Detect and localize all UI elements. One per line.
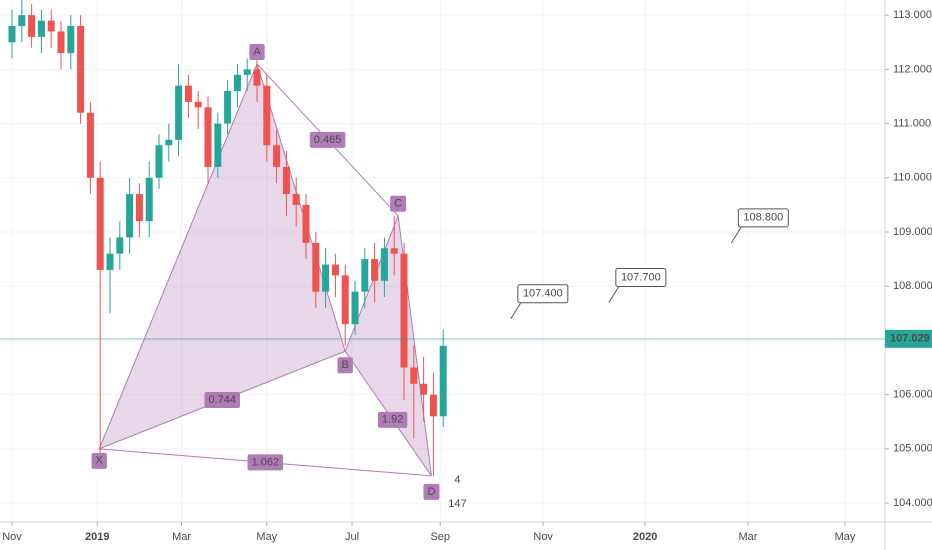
- pattern-point-label-box: [423, 483, 440, 500]
- pattern-ratio-label: 1.92: [382, 414, 403, 426]
- candle-body: [292, 194, 300, 205]
- candle-body: [165, 139, 173, 146]
- x-tick-label: Jul: [345, 531, 359, 543]
- candle-body: [67, 26, 75, 54]
- candle-body: [263, 85, 271, 146]
- y-tick-label: 106.000: [893, 389, 932, 401]
- last-price-box: [885, 329, 932, 348]
- candle-body: [116, 237, 124, 254]
- candle-body: [47, 20, 55, 32]
- candle-body: [390, 248, 398, 254]
- candle-body: [282, 166, 290, 195]
- pattern-ratio-label-box: [377, 411, 408, 428]
- event-marker: 147: [448, 498, 466, 510]
- candle-body: [439, 345, 447, 417]
- pattern-ratio-label-box: [204, 392, 240, 409]
- pattern-point-label: D: [427, 486, 435, 498]
- candle-body: [380, 248, 388, 281]
- pattern-point-label: A: [253, 46, 261, 58]
- y-tick-label: 113.000: [893, 9, 932, 21]
- pattern-point-label-box: [337, 357, 353, 374]
- candle-body: [184, 85, 192, 102]
- pattern-point-label: B: [342, 359, 349, 371]
- y-tick-label: 104.000: [893, 497, 932, 509]
- last-price-label: 107.029: [890, 333, 930, 345]
- x-tick-label: Nov: [533, 531, 553, 543]
- x-tick-label: Mar: [172, 531, 191, 543]
- pattern-point-label: C: [394, 198, 402, 210]
- candle-body: [37, 20, 45, 37]
- candle-body: [410, 367, 418, 384]
- candle-body: [77, 26, 85, 113]
- candle-body: [86, 112, 94, 178]
- candle-body: [429, 394, 437, 417]
- callout-label: 108.800: [743, 212, 783, 224]
- pattern-ratio-label: 1.062: [252, 456, 280, 468]
- candle-body: [341, 275, 349, 325]
- y-tick-label: 109.000: [893, 226, 932, 238]
- candle-body: [371, 259, 379, 281]
- candle-body: [351, 291, 359, 325]
- event-marker: 4: [454, 474, 460, 486]
- x-tick-label: May: [835, 531, 856, 543]
- candle-body: [8, 26, 16, 43]
- candle-body: [204, 107, 212, 167]
- pattern-point-label-box: [91, 452, 107, 469]
- pattern-ratio-label: 0.465: [314, 134, 342, 146]
- candle-body: [135, 194, 143, 222]
- candle-body: [96, 177, 104, 270]
- candle-body: [214, 123, 222, 167]
- pattern-ratio-label-box: [247, 454, 284, 471]
- candle-body: [273, 145, 281, 167]
- pattern-ratio-label: 0.744: [208, 394, 236, 406]
- pattern-point-label: X: [96, 455, 104, 467]
- candle-body: [233, 74, 241, 92]
- pattern-ratio-label-box: [309, 131, 346, 148]
- candle-body: [331, 264, 339, 276]
- candle-body: [322, 264, 330, 292]
- callout-label: 107.400: [523, 288, 563, 300]
- pattern-point-label-box: [390, 195, 407, 212]
- candle-body: [145, 177, 153, 222]
- callout-pointer: [608, 286, 620, 303]
- callout-pointer: [730, 226, 742, 244]
- candle-body: [420, 383, 428, 395]
- candle-body: [224, 91, 232, 124]
- x-tick-label: 2019: [85, 531, 109, 543]
- callout-box: [737, 208, 789, 228]
- y-tick-label: 111.000: [893, 117, 931, 129]
- y-tick-label: 110.000: [893, 172, 932, 184]
- callout-box: [517, 284, 569, 304]
- candle-body: [106, 253, 114, 270]
- candle-body: [361, 259, 369, 292]
- candle-body: [243, 69, 251, 75]
- candle-body: [126, 194, 134, 238]
- candle-body: [175, 85, 183, 140]
- x-tick-label: 2020: [633, 531, 657, 543]
- candle-body: [253, 69, 261, 86]
- candle-body: [28, 15, 36, 37]
- callout-pointer: [510, 302, 522, 319]
- callout-label: 107.700: [621, 271, 661, 283]
- pattern-point-label-box: [249, 43, 265, 60]
- candle-body: [57, 31, 65, 54]
- candle-body: [312, 242, 320, 292]
- x-tick-label: Mar: [739, 531, 758, 543]
- y-tick-label: 105.000: [893, 443, 932, 455]
- candle-body: [194, 101, 202, 108]
- y-tick-label: 108.000: [893, 280, 932, 292]
- candle-body: [18, 15, 26, 27]
- x-tick-label: Sep: [430, 531, 450, 543]
- x-tick-label: Nov: [2, 531, 22, 543]
- callout-box: [615, 267, 667, 287]
- candle-body: [155, 145, 163, 178]
- x-tick-label: May: [256, 531, 277, 543]
- candle-body: [400, 253, 408, 368]
- candle-body: [302, 204, 310, 243]
- y-tick-label: 112.000: [893, 63, 932, 75]
